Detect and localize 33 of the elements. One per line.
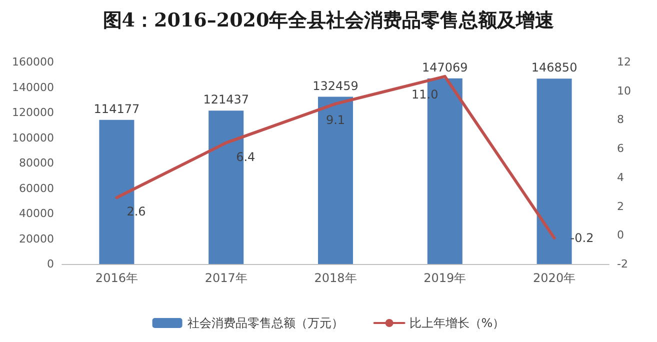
y2-tick-label: 12 (617, 56, 631, 68)
y2-tick-label: 0 (617, 228, 624, 242)
y-tick-label: 140000 (12, 80, 54, 94)
y-tick-label: 160000 (12, 56, 54, 68)
y2-tick-label: 2 (617, 200, 624, 213)
y2-tick-label: -2 (617, 258, 628, 270)
y-tick-label: 120000 (12, 106, 54, 119)
legend-label: 比上年增长（%） (409, 316, 505, 330)
x-tick-label: 2017年 (204, 271, 248, 285)
chart-title: 图4：2016–2020年全县社会消费品零售总额及增速 (102, 10, 554, 32)
data-label: 114177 (94, 102, 140, 116)
bar (318, 96, 354, 264)
y-tick-label: 60000 (19, 182, 54, 195)
bar (536, 78, 572, 264)
y2-tick-label: 8 (617, 113, 624, 126)
y2-tick-label: 6 (617, 142, 624, 156)
x-tick-label: 2019年 (424, 271, 466, 285)
x-tick-label: 2018年 (314, 271, 357, 285)
data-label: 121437 (203, 92, 250, 107)
y-tick-label: 100000 (12, 131, 54, 144)
data-label: 9.1 (326, 112, 346, 127)
y-tick-label: 0 (47, 258, 54, 270)
x-tick-label: 2020年 (533, 271, 576, 285)
data-label: 146850 (531, 60, 578, 75)
data-label: 147069 (422, 60, 468, 74)
y2-tick-label: 4 (617, 170, 624, 184)
y-tick-label: 20000 (19, 232, 54, 246)
y-tick-label: 80000 (19, 156, 54, 170)
legend-label: 社会消费品零售总额（万元） (187, 316, 344, 330)
data-label: 132459 (312, 78, 358, 93)
y2-tick-label: 10 (617, 84, 631, 98)
y-tick-label: 40000 (19, 207, 54, 220)
x-tick-label: 2016年 (95, 271, 138, 285)
